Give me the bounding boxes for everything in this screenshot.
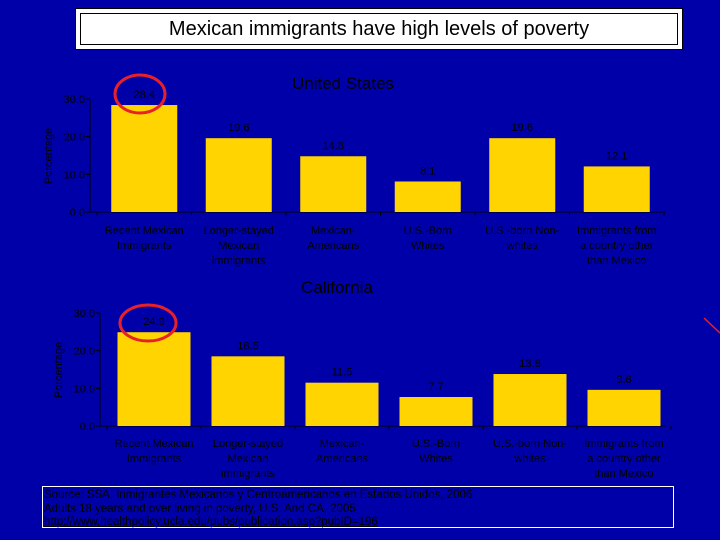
- chart1-ytick-label: 10.0: [64, 169, 85, 181]
- decorative-slash: [703, 317, 720, 334]
- chart2-category-label: U.S.-born Non-whites: [493, 438, 567, 465]
- chart2-category-label: Immigrants from a country other than Mexic…: [584, 438, 663, 480]
- chart2-value-label: 18.5: [237, 340, 258, 352]
- source-box: Source: SSA, Inmigrantes Mexicanos y Cen…: [42, 486, 674, 528]
- chart2-value-label: 24.9: [143, 316, 164, 328]
- chart2-bar: [493, 374, 567, 426]
- chart1-category-label: Longer-stayed Mexican immigrants: [204, 225, 274, 267]
- chart1-ytick-label: 20.0: [64, 132, 85, 144]
- chart2-bar: [117, 332, 191, 426]
- chart2-bar: [587, 389, 661, 426]
- chart1-ytick-label: 30.0: [64, 94, 85, 106]
- source-link[interactable]: http://www.healthpolicy.ucla.edu/pubs/pu…: [44, 516, 378, 528]
- chart1-value-label: 12.1: [606, 150, 627, 162]
- source-line-1: Source: SSA, Inmigrantes Mexicanos y Cen…: [44, 489, 473, 501]
- chart1-value-label: 28.4: [134, 89, 155, 101]
- chart2-ytick-label: 10.0: [74, 383, 95, 395]
- chart2-ytick-label: 20.0: [74, 346, 95, 358]
- chart2-value-label: 7.7: [428, 381, 443, 393]
- chart2-ytick-label: 0.0: [80, 421, 95, 433]
- chart2-ytick-label: 30.0: [74, 308, 95, 320]
- chart1-value-label: 19.6: [512, 122, 533, 134]
- chart2-category-label: Recent Mexican Immigrants: [115, 438, 194, 465]
- chart2-value-label: 11.5: [332, 367, 353, 379]
- source-line-2: Adults 18 years and over living in pover…: [44, 502, 356, 515]
- chart1-category-label: Recent Mexican Immigrants: [105, 225, 184, 252]
- chart2-bar: [305, 382, 379, 426]
- chart1-category-label: U.S.-Born Whites: [404, 225, 452, 252]
- chart1-category-label: U.S.-born Non-whites: [485, 225, 559, 252]
- chart1-bar: [205, 138, 272, 212]
- page-title: Mexican immigrants have high levels of p…: [80, 13, 678, 45]
- chart2-value-label: 13.8: [519, 358, 540, 370]
- chart2-category-label: U.S.-Born Whites: [412, 438, 460, 465]
- chart1-category-label: Mexican-Americans: [307, 225, 359, 252]
- chart1-bar: [394, 181, 461, 212]
- chart1-bar: [489, 138, 556, 212]
- chart2-category-label: Mexican-Americans: [316, 438, 368, 465]
- chart1-category-label: Immigrants from a country other than Mexic…: [577, 225, 656, 267]
- chart2-category-label: Longer-stayed Mexican immigrants: [213, 438, 283, 480]
- chart1-title: United States: [292, 74, 394, 93]
- chart2-bar: [211, 356, 285, 426]
- chart1-bar: [300, 156, 367, 212]
- chart2-ylabel: Porcentage: [53, 342, 65, 398]
- chart2-title: California: [301, 278, 373, 297]
- chart1-ylabel: Porcentage: [43, 128, 55, 184]
- chart1-bar: [111, 105, 178, 212]
- chart1-value-label: 14.8: [323, 140, 344, 152]
- chart1-value-label: 19.6: [228, 122, 249, 134]
- title-box: Mexican immigrants have high levels of p…: [75, 8, 683, 50]
- chart1-value-label: 8.1: [420, 165, 435, 177]
- chart2-bar: [399, 396, 473, 426]
- chart1-ytick-label: 0.0: [70, 207, 85, 219]
- chart1-bar: [583, 166, 650, 212]
- chart2-value-label: 9.6: [616, 374, 631, 386]
- chart1-highlight-circle: [113, 73, 167, 115]
- chart2-highlight-circle: [118, 303, 178, 343]
